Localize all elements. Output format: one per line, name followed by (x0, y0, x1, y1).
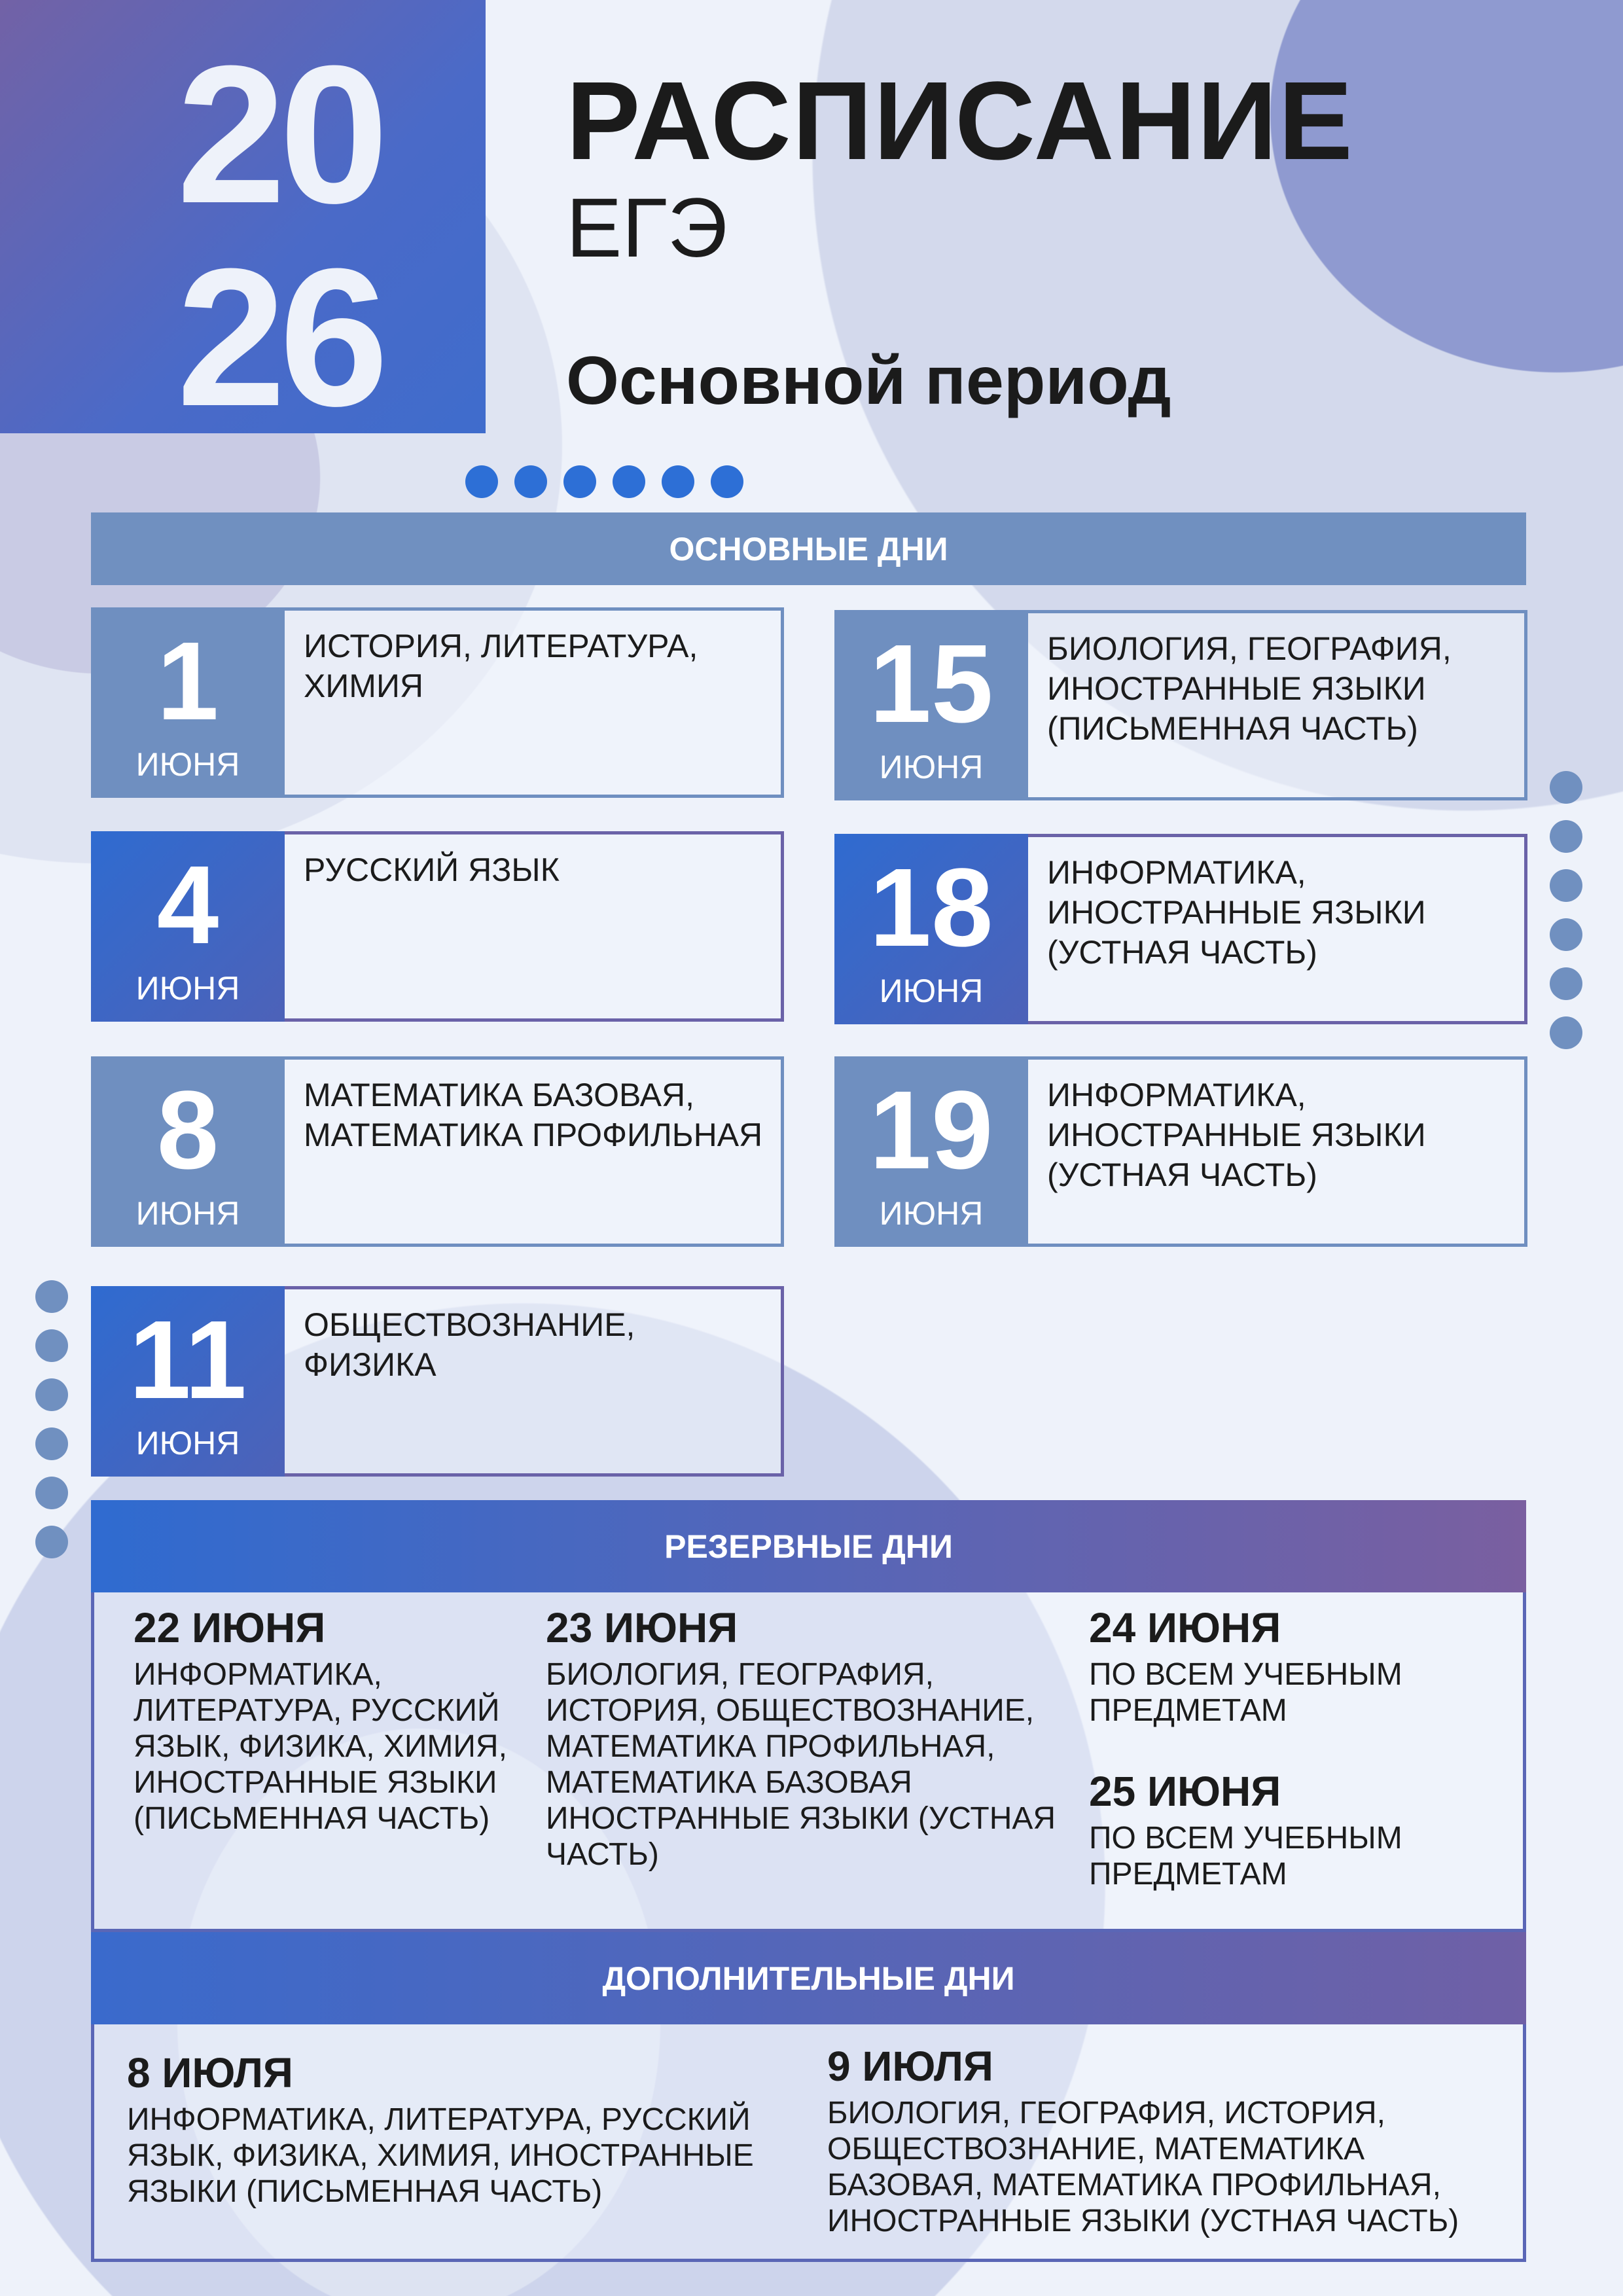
dot (35, 1427, 68, 1460)
year-block (0, 0, 486, 433)
month: ИЮНЯ (879, 749, 984, 785)
date-box: 11 ИЮНЯ (91, 1286, 285, 1477)
dot (35, 1477, 68, 1509)
month: ИЮНЯ (879, 1195, 984, 1232)
day-number: 11 (129, 1298, 247, 1422)
reserve-day: 24 ИЮНЯ ПО ВСЕМ УЧЕБНЫМ ПРЕДМЕТАМ (1089, 1604, 1503, 1729)
reserve-subjects: ПО ВСЕМ УЧЕБНЫМ ПРЕДМЕТАМ (1089, 1657, 1402, 1728)
additional-subjects: БИОЛОГИЯ, ГЕОГРАФИЯ, ИСТОРИЯ, ОБЩЕСТВОЗН… (827, 2096, 1459, 2238)
dot (1550, 1016, 1582, 1049)
date-box: 4 ИЮНЯ (91, 831, 285, 1022)
dot (35, 1329, 68, 1362)
dot (35, 1378, 68, 1411)
dot (1550, 967, 1582, 1000)
day-number: 1 (156, 619, 219, 744)
day-number: 19 (869, 1068, 993, 1193)
dot (1550, 918, 1582, 951)
month: ИЮНЯ (135, 1425, 240, 1462)
exam-card: 1 ИЮНЯ ИСТОРИЯ, ЛИТЕРАТУРА, ХИМИЯ (91, 607, 784, 798)
dot (1550, 771, 1582, 804)
dot (35, 1526, 68, 1558)
page-subtitle: ЕГЭ (566, 181, 728, 275)
reserve-date: 23 ИЮНЯ (546, 1604, 738, 1651)
day-number: 8 (156, 1068, 219, 1193)
dot (514, 465, 547, 498)
dot (35, 1280, 68, 1313)
page-title: РАСПИСАНИЕ (566, 59, 1354, 183)
exam-card: 15 ИЮНЯ БИОЛОГИЯ, ГЕОГРАФИЯ, ИНОСТРАННЫЕ … (834, 610, 1527, 800)
reserve-date: 25 ИЮНЯ (1089, 1768, 1281, 1815)
subjects: ИНФОРМАТИКА, ИНОСТРАННЫЕ ЯЗЫКИ (УСТНАЯ Ч… (1047, 854, 1426, 971)
subjects: МАТЕМАТИКА БАЗОВАЯ, МАТЕМАТИКА ПРОФИЛЬНА… (304, 1077, 763, 1153)
subjects: БИОЛОГИЯ, ГЕОГРАФИЯ, ИНОСТРАННЫЕ ЯЗЫКИ (… (1047, 630, 1452, 747)
reserve-day: 22 ИЮНЯ ИНФОРМАТИКА, ЛИТЕРАТУРА, РУССКИЙ… (134, 1604, 520, 1903)
year-bottom: 26 (177, 227, 389, 447)
dot (613, 465, 645, 498)
reserve-subjects: БИОЛОГИЯ, ГЕОГРАФИЯ, ИСТОРИЯ, ОБЩЕСТВОЗН… (546, 1657, 1056, 1872)
exam-card: 18 ИЮНЯ ИНФОРМАТИКА, ИНОСТРАННЫЕ ЯЗЫКИ (У… (834, 834, 1527, 1024)
reserve-day: 25 ИЮНЯ ПО ВСЕМ УЧЕБНЫМ ПРЕДМЕТАМ (1089, 1768, 1503, 1892)
reserve-and-additional: РЕЗЕРВНЫЕ ДНИ 22 ИЮНЯ ИНФОРМАТИКА, ЛИТЕР… (91, 1500, 1526, 2262)
reserve-subjects: ИНФОРМАТИКА, ЛИТЕРАТУРА, РУССКИЙ ЯЗЫК, Ф… (134, 1657, 507, 1836)
additional-days-heading: ДОПОЛНИТЕЛЬНЫЕ ДНИ (91, 1932, 1526, 2024)
subjects: ИНФОРМАТИКА, ИНОСТРАННЫЕ ЯЗЫКИ (УСТНАЯ Ч… (1047, 1077, 1426, 1193)
main-days-heading: ОСНОВНЫЕ ДНИ (91, 512, 1526, 585)
subjects: ОБЩЕСТВОЗНАНИЕ, ФИЗИКА (304, 1306, 635, 1383)
additional-days-section: 8 ИЮЛЯ ИНФОРМАТИКА, ЛИТЕРАТУРА, РУССКИЙ … (91, 2024, 1526, 2262)
month: ИЮНЯ (135, 1195, 240, 1232)
day-number: 15 (869, 622, 993, 746)
dot (1550, 869, 1582, 902)
month: ИЮНЯ (879, 973, 984, 1009)
subjects: ИСТОРИЯ, ЛИТЕРАТУРА, ХИМИЯ (304, 628, 698, 704)
additional-date: 8 ИЮЛЯ (127, 2049, 293, 2096)
additional-subjects: ИНФОРМАТИКА, ЛИТЕРАТУРА, РУССКИЙ ЯЗЫК, Ф… (127, 2102, 754, 2209)
date-box: 15 ИЮНЯ (834, 610, 1028, 800)
reserve-days-section: 22 ИЮНЯ ИНФОРМАТИКА, ЛИТЕРАТУРА, РУССКИЙ… (91, 1592, 1526, 1932)
subjects: РУССКИЙ ЯЗЫК (304, 852, 560, 888)
reserve-subjects: ПО ВСЕМ УЧЕБНЫМ ПРЕДМЕТАМ (1089, 1821, 1402, 1892)
date-box: 8 ИЮНЯ (91, 1056, 285, 1247)
dot (711, 465, 743, 498)
reserve-date: 22 ИЮНЯ (134, 1604, 326, 1651)
exam-card: 4 ИЮНЯ РУССКИЙ ЯЗЫК (91, 831, 784, 1022)
additional-day: 9 ИЮЛЯ БИОЛОГИЯ, ГЕОГРАФИЯ, ИСТОРИЯ, ОБЩ… (827, 2043, 1503, 2239)
day-number: 4 (156, 843, 219, 967)
month: ИЮНЯ (135, 746, 240, 783)
date-box: 1 ИЮНЯ (91, 607, 285, 798)
month: ИЮНЯ (135, 970, 240, 1007)
date-box: 19 ИЮНЯ (834, 1056, 1028, 1247)
day-number: 18 (869, 846, 993, 970)
year-top: 20 (177, 24, 389, 244)
dot (563, 465, 596, 498)
period-title: Основной период (566, 343, 1171, 419)
reserve-days-right: 24 ИЮНЯ ПО ВСЕМ УЧЕБНЫМ ПРЕДМЕТАМ 25 ИЮН… (1089, 1604, 1503, 1903)
additional-date: 9 ИЮЛЯ (827, 2043, 993, 2090)
dot (465, 465, 498, 498)
additional-day: 8 ИЮЛЯ ИНФОРМАТИКА, ЛИТЕРАТУРА, РУССКИЙ … (127, 2043, 781, 2239)
dot (1550, 820, 1582, 853)
reserve-day: 23 ИЮНЯ БИОЛОГИЯ, ГЕОГРАФИЯ, ИСТОРИЯ, ОБ… (546, 1604, 1063, 1903)
reserve-days-heading: РЕЗЕРВНЫЕ ДНИ (91, 1500, 1526, 1592)
reserve-date: 24 ИЮНЯ (1089, 1604, 1281, 1651)
date-box: 18 ИЮНЯ (834, 834, 1028, 1024)
dot (662, 465, 694, 498)
exam-card: 11 ИЮНЯ ОБЩЕСТВОЗНАНИЕ, ФИЗИКА (91, 1286, 784, 1477)
exam-card: 8 ИЮНЯ МАТЕМАТИКА БАЗОВАЯ, МАТЕМАТИКА ПРО… (91, 1056, 784, 1247)
exam-card: 19 ИЮНЯ ИНФОРМАТИКА, ИНОСТРАННЫЕ ЯЗЫКИ (У… (834, 1056, 1527, 1247)
